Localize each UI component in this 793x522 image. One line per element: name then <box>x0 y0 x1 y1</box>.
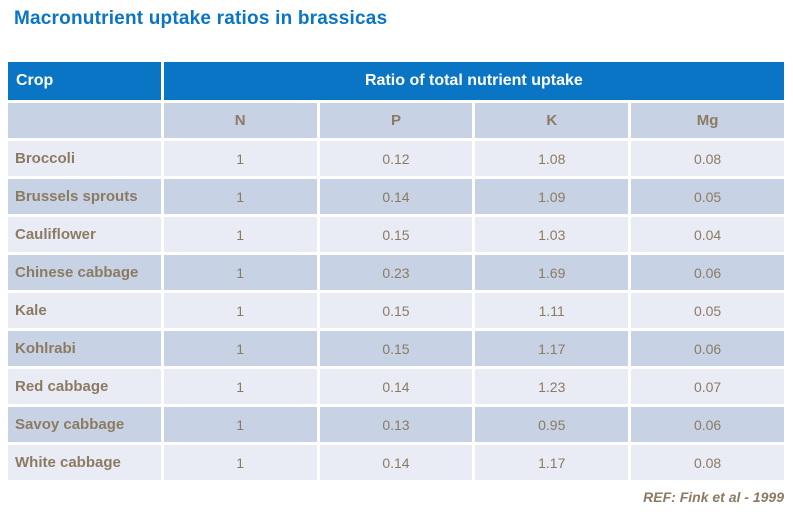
crop-cell: Brussels sprouts <box>8 179 161 214</box>
value-cell: 0.08 <box>631 141 784 176</box>
value-cell: 1 <box>163 217 317 252</box>
column-header-p: P <box>319 103 473 138</box>
value-cell: 0.15 <box>319 217 473 252</box>
crop-cell: Cauliflower <box>8 217 161 252</box>
value-cell: 1 <box>163 369 317 404</box>
value-cell: 0.14 <box>319 369 473 404</box>
value-cell: 1.08 <box>475 141 629 176</box>
value-cell: 1.23 <box>475 369 629 404</box>
value-cell: 1.03 <box>475 217 629 252</box>
value-cell: 1.09 <box>475 179 629 214</box>
table-row: Savoy cabbage 1 0.13 0.95 0.06 <box>8 407 784 442</box>
table-row: Brussels sprouts 1 0.14 1.09 0.05 <box>8 179 784 214</box>
table-row: Cauliflower 1 0.15 1.03 0.04 <box>8 217 784 252</box>
value-cell: 1.17 <box>475 331 629 366</box>
reference-text: REF: Fink et al - 1999 <box>643 489 784 505</box>
value-cell: 0.14 <box>319 445 473 480</box>
value-cell: 0.23 <box>319 255 473 290</box>
crop-cell: Kale <box>8 293 161 328</box>
page-title: Macronutrient uptake ratios in brassicas <box>14 8 388 29</box>
value-cell: 0.07 <box>631 369 784 404</box>
value-cell: 0.06 <box>631 407 784 442</box>
header-row: Crop Ratio of total nutrient uptake <box>8 62 784 100</box>
value-cell: 0.08 <box>631 445 784 480</box>
value-cell: 0.05 <box>631 179 784 214</box>
value-cell: 0.06 <box>631 255 784 290</box>
value-cell: 1.11 <box>475 293 629 328</box>
table-body: Broccoli 1 0.12 1.08 0.08 Brussels sprouts 1 0.… <box>8 141 784 480</box>
value-cell: 1.69 <box>475 255 629 290</box>
value-cell: 1 <box>163 179 317 214</box>
table-row: Red cabbage 1 0.14 1.23 0.07 <box>8 369 784 404</box>
subheader-empty-cell <box>8 103 161 138</box>
value-cell: 1 <box>163 445 317 480</box>
value-cell: 0.04 <box>631 217 784 252</box>
table-row: White cabbage 1 0.14 1.17 0.08 <box>8 445 784 480</box>
value-cell: 0.05 <box>631 293 784 328</box>
value-cell: 1 <box>163 141 317 176</box>
value-cell: 1.17 <box>475 445 629 480</box>
value-cell: 0.13 <box>319 407 473 442</box>
value-cell: 0.14 <box>319 179 473 214</box>
crop-cell: Red cabbage <box>8 369 161 404</box>
value-cell: 1 <box>163 407 317 442</box>
subheader-row: N P K Mg <box>8 103 784 138</box>
table-row: Kale 1 0.15 1.11 0.05 <box>8 293 784 328</box>
crop-cell: Chinese cabbage <box>8 255 161 290</box>
nutrient-uptake-table: Crop Ratio of total nutrient uptake N P … <box>5 59 787 483</box>
table-row: Kohlrabi 1 0.15 1.17 0.06 <box>8 331 784 366</box>
crop-cell: Broccoli <box>8 141 161 176</box>
value-cell: 0.95 <box>475 407 629 442</box>
table-row: Chinese cabbage 1 0.23 1.69 0.06 <box>8 255 784 290</box>
column-header-n: N <box>163 103 317 138</box>
crop-cell: Savoy cabbage <box>8 407 161 442</box>
crop-cell: White cabbage <box>8 445 161 480</box>
crop-cell: Kohlrabi <box>8 331 161 366</box>
column-header-mg: Mg <box>631 103 784 138</box>
column-header-k: K <box>475 103 629 138</box>
value-cell: 0.12 <box>319 141 473 176</box>
value-cell: 0.15 <box>319 331 473 366</box>
value-cell: 1 <box>163 331 317 366</box>
group-column-header: Ratio of total nutrient uptake <box>163 62 784 100</box>
value-cell: 0.06 <box>631 331 784 366</box>
table-row: Broccoli 1 0.12 1.08 0.08 <box>8 141 784 176</box>
crop-column-header: Crop <box>8 62 161 100</box>
value-cell: 0.15 <box>319 293 473 328</box>
value-cell: 1 <box>163 293 317 328</box>
value-cell: 1 <box>163 255 317 290</box>
